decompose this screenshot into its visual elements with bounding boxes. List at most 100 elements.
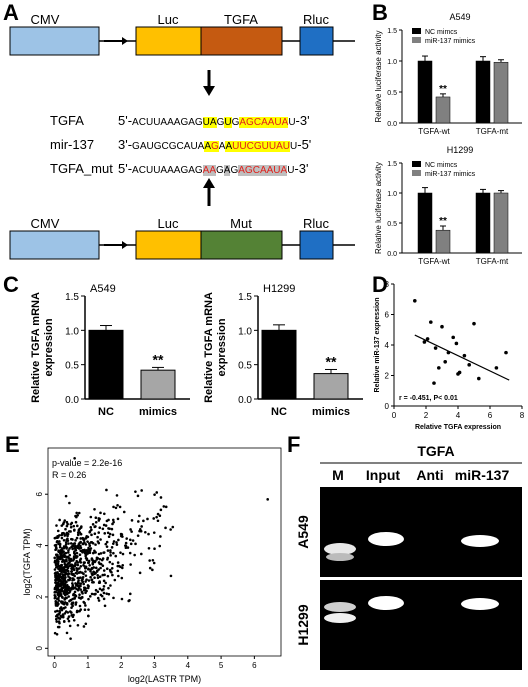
scatter-point <box>90 541 94 544</box>
y-tick-label: 4 <box>385 341 390 350</box>
seq-tgfa-bases: ACUUAAAGAGUAGUGAGCAAUAU <box>132 117 296 128</box>
scatter-point <box>65 631 69 635</box>
sequence-base: G <box>180 165 189 176</box>
bar <box>435 96 451 124</box>
gel-band <box>461 535 499 547</box>
sequence-base: G <box>180 117 189 128</box>
scatter-point <box>68 547 71 550</box>
panel-letter-d: D <box>372 272 388 297</box>
pvalue-annotation: p-value = 2.2e-16 <box>52 458 122 468</box>
scatter-point <box>120 597 124 601</box>
scatter-point <box>54 563 58 567</box>
lane-label-anti: Anti <box>416 467 443 483</box>
scatter-point <box>57 625 61 629</box>
scatter-point <box>73 542 77 545</box>
scatter-point <box>106 558 109 561</box>
sequence-base: G <box>216 165 224 176</box>
scatter-point <box>59 614 63 618</box>
panel-c-chart-h1299: H1299 0.0 0.5 1.0 1.5 Relative TGFA mRNA expre… <box>203 283 363 418</box>
panel-letter-e: E <box>5 432 20 457</box>
x-tick-label: 1 <box>86 661 91 670</box>
scatter-point <box>63 573 67 577</box>
x-tick-label: 4 <box>456 411 461 420</box>
scatter-point <box>130 519 134 522</box>
scatter-point <box>93 576 96 580</box>
rluc-box <box>299 26 334 56</box>
scatter-point <box>102 551 106 554</box>
seq-name-mir137: mir-137 <box>50 137 95 152</box>
x-tick-label: NC <box>98 406 114 418</box>
scatter-point <box>88 542 91 545</box>
panel-letter-b: B <box>372 0 388 25</box>
scatter-point <box>84 570 87 573</box>
gel-band <box>368 532 404 546</box>
scatter-point <box>72 618 76 622</box>
scatter-point <box>119 532 123 536</box>
scatter-point <box>60 536 64 540</box>
scatter-point <box>443 359 447 364</box>
scatter-point <box>115 494 119 497</box>
scatter-point <box>113 578 117 582</box>
scatter-point <box>111 518 115 522</box>
sequence-base: C <box>246 141 254 152</box>
luc-box <box>135 26 202 56</box>
cmv-box-mut <box>9 230 100 260</box>
scatter-point <box>66 551 70 554</box>
scatter-point <box>119 534 123 538</box>
scatter-point <box>81 536 85 540</box>
significance-annotation: ** <box>439 216 447 227</box>
scatter-point <box>71 577 75 580</box>
scatter-point <box>147 532 150 536</box>
scatter-point <box>55 559 59 563</box>
scatter-point <box>75 559 78 563</box>
y-tick-label: 0 <box>385 402 390 411</box>
scatter-point <box>66 617 70 620</box>
scatter-point <box>90 528 93 532</box>
scatter-point <box>59 606 63 609</box>
scatter-point <box>58 552 62 555</box>
scatter-point <box>101 564 105 568</box>
scatter-point <box>413 298 417 303</box>
scatter-point <box>96 540 100 543</box>
scatter-point <box>106 574 110 578</box>
scatter-point <box>54 586 58 590</box>
scatter-point <box>108 532 112 536</box>
sequence-base: A <box>280 165 288 176</box>
scatter-point <box>57 573 61 577</box>
y-axis-label: Relative TGFA mRNA <box>30 292 42 403</box>
bar <box>475 192 491 254</box>
scatter-point <box>107 586 110 590</box>
scatter-point <box>124 546 128 550</box>
scatter-point <box>60 555 64 559</box>
scatter-point <box>57 612 61 616</box>
scatter-point <box>62 550 65 553</box>
scatter-point <box>55 539 59 543</box>
r-annotation: R = 0.26 <box>52 470 86 480</box>
scatter-point <box>96 576 100 580</box>
scatter-point <box>78 604 82 608</box>
scatter-point <box>98 526 102 530</box>
scatter-point <box>142 519 145 523</box>
scatter-point <box>425 337 430 341</box>
scatter-point <box>56 593 60 596</box>
significance-annotation: ** <box>153 351 164 367</box>
scatter-point <box>74 582 77 585</box>
scatter-point <box>116 517 120 521</box>
sequence-base: A <box>281 117 289 128</box>
scatter-point <box>70 602 74 605</box>
x-tick-label: TGFA-wt <box>418 127 450 136</box>
scatter-point <box>63 612 67 615</box>
scatter-point <box>53 536 57 540</box>
scatter-point <box>66 566 70 569</box>
scatter-point <box>100 594 104 598</box>
sequence-base: A <box>209 165 217 176</box>
scatter-point <box>90 578 93 582</box>
legend-label: miR-137 mimics <box>425 171 476 178</box>
scatter-point <box>91 573 94 577</box>
scatter-point <box>82 572 85 576</box>
y-tick-label: 6 <box>35 491 44 496</box>
scatter-point <box>153 493 156 496</box>
scatter-point <box>96 556 99 560</box>
scatter-point <box>63 593 67 597</box>
scatter-point <box>124 541 128 545</box>
